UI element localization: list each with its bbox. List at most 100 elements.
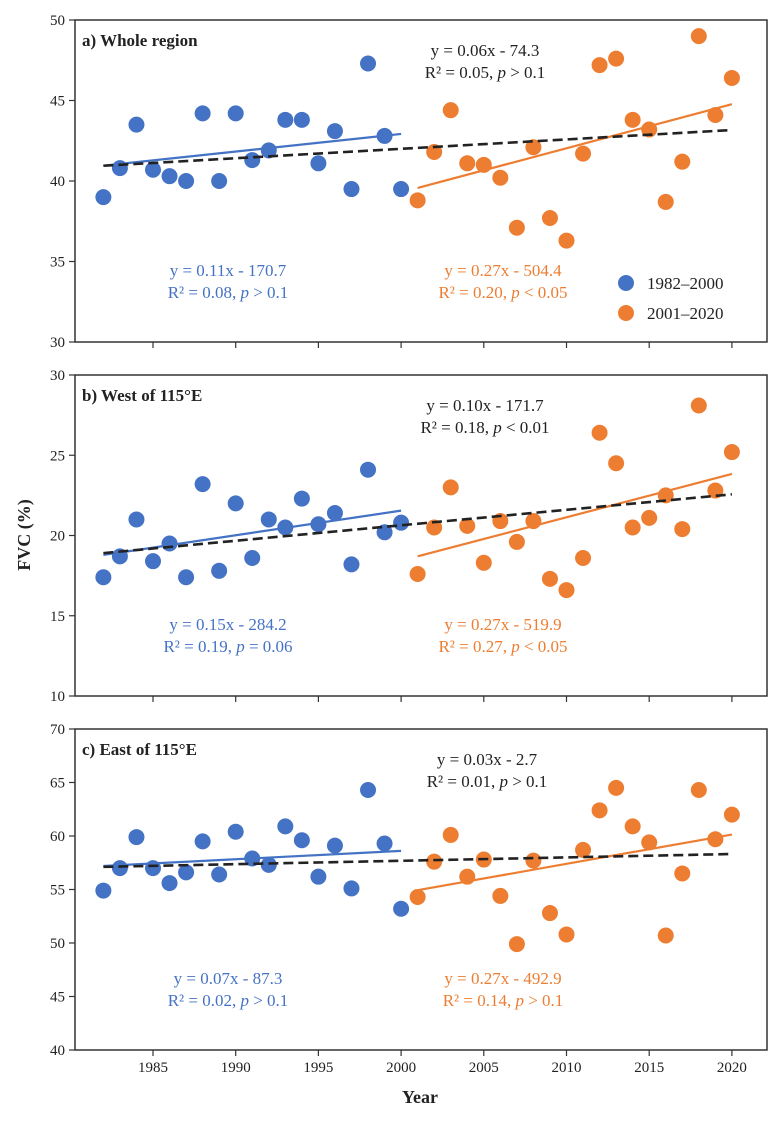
data-point [277,818,294,835]
r2-overall: R² = 0.18, p < 0.01 [420,418,549,437]
data-point [541,905,558,922]
data-point [558,582,575,599]
data-point [244,549,261,566]
r2-period2: R² = 0.20, p < 0.05 [438,283,567,302]
y-tick-label: 65 [50,776,65,792]
data-point [459,155,476,172]
data-point [690,397,707,414]
data-point [376,835,393,852]
trend-line-2 [417,103,733,189]
data-point [459,517,476,534]
data-point [360,461,377,478]
data-point [310,868,327,885]
data-point [326,837,343,854]
data-point [409,888,426,905]
equation-overall: y = 0.06x - 74.3 [431,41,540,60]
data-point [343,880,360,897]
data-point [277,111,294,128]
data-point [723,806,740,823]
data-point [575,549,592,566]
data-point [690,28,707,45]
data-point [409,566,426,583]
x-tick-label: 2020 [717,1060,747,1076]
y-tick-label: 10 [50,689,65,705]
y-tick-label: 35 [50,255,65,271]
data-point [393,181,410,198]
data-point [293,832,310,849]
x-tick-label: 2000 [386,1060,416,1076]
data-point [591,57,608,74]
data-point [723,444,740,461]
equation-period1: y = 0.07x - 87.3 [174,969,283,988]
data-point [227,495,244,512]
legend-marker [618,275,634,291]
data-point [178,173,195,189]
data-point [95,189,112,206]
data-point [558,926,575,943]
legend-label: 1982–2000 [647,274,724,293]
panels: 30 35 40 45 50 a) Whole region y = 0.06x - 74.… [50,13,768,1076]
data-point [541,570,558,587]
trend-line-1 [103,132,402,167]
data-point [575,145,592,162]
data-point [95,569,112,586]
y-tick-label: 15 [50,609,65,625]
data-point [128,116,145,133]
data-point [393,900,410,917]
r2-period2: R² = 0.27, p < 0.05 [438,637,567,656]
data-point [525,139,542,156]
data-point [608,455,625,472]
equation-period2: y = 0.27x - 492.9 [444,969,561,988]
data-point [707,831,724,848]
equation-period1: y = 0.15x - 284.2 [169,615,286,634]
x-tick-label: 1985 [138,1060,168,1076]
data-point [690,781,707,798]
data-point [426,519,443,536]
legend-label: 2001–2020 [647,304,724,323]
panel-title: b) West of 115°E [82,386,202,405]
data-point [508,533,525,550]
data-point [128,829,145,846]
legend-marker [618,305,634,321]
panel-title: c) East of 115°E [82,740,197,759]
data-point [95,882,112,899]
equation-period2: y = 0.27x - 519.9 [444,615,561,634]
data-point [211,866,228,883]
y-tick-label: 70 [50,722,65,738]
data-point [161,168,178,185]
equation-period2: y = 0.27x - 504.4 [444,261,562,280]
r2-period2: R² = 0.14, p > 0.1 [443,991,564,1010]
data-point [541,210,558,227]
data-point [624,111,641,128]
y-tick-label: 30 [50,368,65,384]
data-point [293,490,310,507]
y-tick-label: 50 [50,936,65,952]
r2-period1: R² = 0.08, p > 0.1 [168,283,289,302]
data-point [591,424,608,441]
panel-a: 30 35 40 45 50 a) Whole region y = 0.06x - 74.… [50,13,768,351]
data-point [624,818,641,835]
data-point [260,856,277,873]
data-point [475,554,492,571]
y-tick-label: 50 [50,13,65,29]
y-tick-label: 25 [50,448,65,464]
data-point [145,553,161,570]
x-tick-label: 1995 [303,1060,333,1076]
y-tick-label: 40 [50,1043,65,1059]
data-point [111,860,128,877]
equation-overall: y = 0.10x - 171.7 [426,396,544,415]
data-point [674,865,691,882]
data-point [227,823,244,840]
data-point [244,152,261,169]
trend-line-1 [103,509,402,557]
data-point [194,833,211,850]
data-point [508,219,525,236]
data-point [393,514,410,531]
data-point [227,105,244,122]
data-point [211,173,228,189]
data-point [442,102,459,119]
data-point [591,802,608,819]
equation-overall: y = 0.03x - 2.7 [437,750,538,769]
data-point [426,853,443,870]
